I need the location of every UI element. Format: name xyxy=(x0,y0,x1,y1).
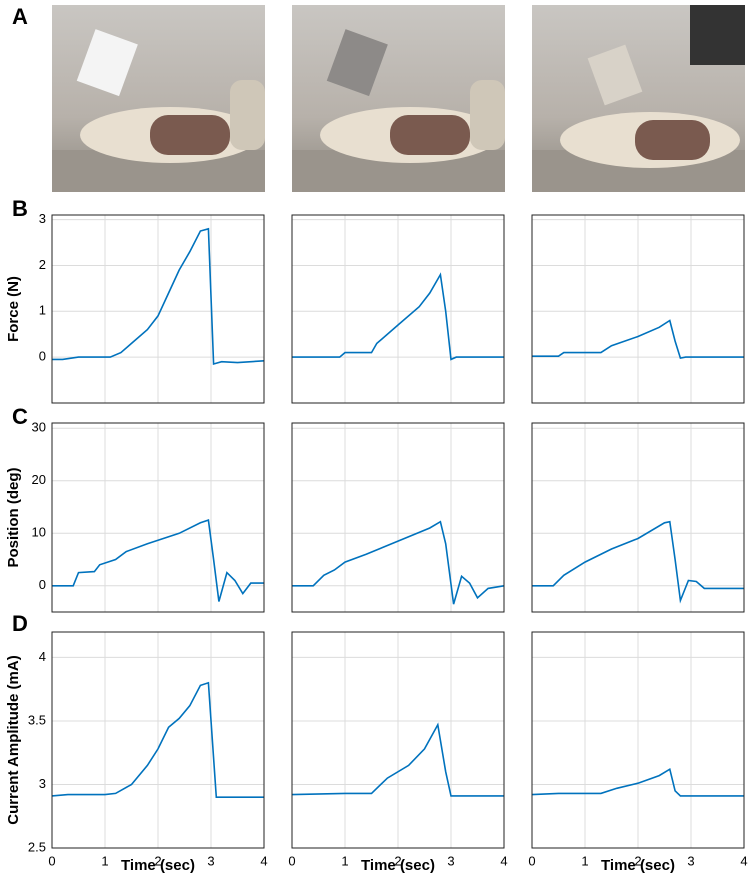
x-tick-label: 3 xyxy=(687,853,694,868)
plot-frame xyxy=(51,214,265,404)
y-tick-label: 1 xyxy=(39,303,46,318)
photo xyxy=(52,5,265,192)
x-tick-label: 0 xyxy=(528,853,535,868)
photo-row xyxy=(52,5,745,192)
chart: 0 1 2 3 Force (N) xyxy=(5,211,265,404)
chart xyxy=(531,422,745,613)
y-tick-label: 3.5 xyxy=(28,712,46,727)
plot-frame xyxy=(51,631,265,849)
plot-frame xyxy=(531,631,745,849)
y-tick-label: 3 xyxy=(39,776,46,791)
y-axis-label: Current Amplitude (mA) xyxy=(5,655,22,824)
plot-frame xyxy=(291,214,505,404)
data-line xyxy=(532,319,744,360)
x-tick-label: 1 xyxy=(581,853,588,868)
panel-label: C xyxy=(12,404,28,429)
photo xyxy=(532,5,745,192)
x-axis-label: Time (sec) xyxy=(361,857,435,874)
x-tick-label: 2 xyxy=(394,853,401,868)
y-tick-label: 2.5 xyxy=(28,839,46,854)
x-tick-label: 3 xyxy=(447,853,454,868)
y-tick-label: 4 xyxy=(39,649,46,664)
data-line xyxy=(291,722,504,797)
x-tick-label: 1 xyxy=(341,853,348,868)
chart xyxy=(291,214,505,404)
y-tick-label: 0 xyxy=(39,349,46,364)
y-tick-label: 3 xyxy=(39,211,46,226)
y-tick-label: 2 xyxy=(39,257,46,272)
plot-frame xyxy=(531,422,745,613)
y-axis-label: Force (N) xyxy=(5,276,22,342)
y-tick-label: 30 xyxy=(32,420,46,435)
chart: 2.5 3 3.5 4 0 1 2 3 4 Current Amplitude (mA) Time … xyxy=(5,631,268,874)
x-tick-label: 1 xyxy=(101,853,108,868)
plot-frame xyxy=(531,214,745,404)
plot-frame xyxy=(51,422,265,613)
chart xyxy=(531,214,745,404)
chart: 0 10 20 30 Position (deg) xyxy=(5,420,265,613)
chart xyxy=(291,422,505,613)
x-tick-label: 0 xyxy=(48,853,55,868)
x-tick-label: 2 xyxy=(154,853,161,868)
x-tick-label: 4 xyxy=(740,853,747,868)
y-axis-label: Position (deg) xyxy=(5,468,22,568)
data-line xyxy=(52,227,265,366)
x-tick-label: 4 xyxy=(260,853,267,868)
y-tick-label: 10 xyxy=(32,525,46,540)
x-tick-label: 4 xyxy=(500,853,507,868)
y-tick-label: 0 xyxy=(39,577,46,592)
plot-frame xyxy=(291,631,505,849)
x-tick-label: 0 xyxy=(288,853,295,868)
data-line xyxy=(531,767,744,797)
data-line xyxy=(292,272,504,361)
data-line xyxy=(52,519,264,602)
data-line xyxy=(532,520,744,604)
x-tick-label: 3 xyxy=(207,853,214,868)
panel-label: B xyxy=(12,196,28,221)
x-tick-label: 2 xyxy=(634,853,641,868)
panel-label: D xyxy=(12,611,28,636)
data-line xyxy=(292,520,505,605)
y-tick-label: 20 xyxy=(32,472,46,487)
chart: 0 1 2 3 4 Time (sec) xyxy=(288,631,508,874)
panel-label: A xyxy=(12,4,28,29)
plot-frame xyxy=(291,422,505,613)
x-axis-label: Time (sec) xyxy=(121,857,195,874)
chart: 0 1 2 3 4 Time (sec) xyxy=(528,631,748,874)
data-line xyxy=(51,681,264,798)
photo xyxy=(292,5,505,192)
x-axis-label: Time (sec) xyxy=(601,857,675,874)
